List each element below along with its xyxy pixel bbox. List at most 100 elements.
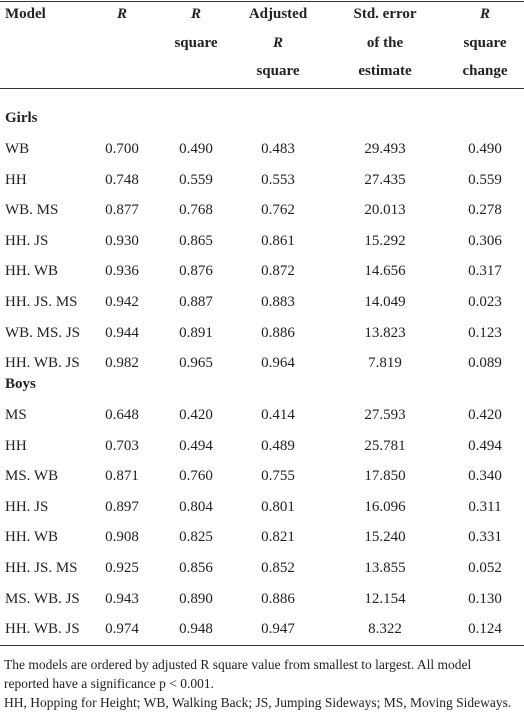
cell: 0.052	[468, 560, 502, 576]
cell: 0.483	[261, 141, 295, 157]
header: R	[479, 6, 491, 22]
cell: 0.311	[468, 498, 502, 515]
cell: 0.852	[261, 560, 295, 576]
cell: 0.123	[468, 324, 502, 341]
cell: 7.819	[368, 355, 402, 372]
cell: 0.947	[261, 621, 295, 638]
row-label: HH	[5, 171, 27, 188]
cell: 29.493	[364, 141, 406, 157]
group-label: Boys	[5, 376, 36, 392]
cell: 0.420	[468, 407, 502, 423]
cell: 14.656	[364, 263, 406, 280]
cell: 0.703	[105, 437, 139, 454]
cell: 0.762	[261, 202, 295, 219]
header: Model	[5, 6, 46, 22]
cell: 0.340	[468, 468, 502, 485]
header: Adjusted	[248, 6, 308, 22]
cell: 0.089	[468, 355, 502, 372]
cell: 0.974	[105, 621, 139, 638]
row-label: HH. WB	[5, 529, 59, 546]
cell: 0.871	[105, 468, 139, 485]
top-rule	[0, 1, 524, 2]
header: estimate	[358, 63, 412, 79]
cell: 0.420	[179, 407, 213, 423]
cell: 0.559	[468, 171, 502, 188]
row-label: MS	[5, 407, 27, 423]
row-label: HH. WB. JS	[5, 621, 80, 638]
cell: 0.825	[179, 529, 213, 546]
header: square	[174, 35, 218, 51]
cell: 0.925	[105, 560, 139, 576]
cell: 0.494	[179, 437, 213, 454]
cell: 0.930	[105, 232, 139, 249]
row-label: WB	[5, 141, 30, 157]
cell: 0.886	[261, 590, 295, 607]
cell: 0.943	[105, 590, 139, 607]
cell: 0.982	[105, 355, 139, 372]
cell: 0.942	[105, 294, 139, 310]
cell: 0.414	[261, 407, 295, 423]
bottom-rule	[0, 645, 524, 646]
cell: 0.489	[261, 437, 295, 454]
cell: 0.876	[179, 263, 213, 280]
cell: 0.944	[105, 324, 139, 341]
cell: 16.096	[364, 498, 406, 515]
row-label: HH. JS	[5, 498, 49, 515]
cell: 27.435	[364, 171, 406, 188]
cell: 0.553	[261, 171, 295, 188]
row-label: HH. WB	[5, 263, 59, 280]
cell: 0.804	[179, 498, 213, 515]
cell: 0.964	[261, 355, 295, 372]
cell: 13.855	[364, 560, 406, 576]
cell: 15.292	[364, 232, 406, 249]
cell: 0.700	[105, 141, 139, 157]
cell: 0.559	[179, 171, 213, 188]
cell: 0.306	[468, 232, 502, 249]
header: square	[256, 63, 300, 79]
cell: 0.760	[179, 468, 213, 485]
cell: 13.823	[364, 324, 406, 341]
cell: 0.872	[261, 263, 295, 280]
row-label: HH. JS. MS	[5, 560, 78, 576]
cell: 0.897	[105, 498, 139, 515]
header: R	[190, 6, 202, 22]
cell: 0.124	[468, 621, 502, 638]
footnote: The models are ordered by adjusted R squ…	[4, 657, 472, 691]
cell: 0.494	[468, 437, 502, 454]
row-label: HH. JS. MS	[5, 294, 78, 310]
header: of the	[366, 35, 404, 51]
cell: 0.908	[105, 529, 139, 546]
header: R	[116, 6, 128, 22]
cell: 25.781	[364, 437, 406, 454]
header: square	[463, 35, 507, 51]
cell: 0.490	[468, 141, 502, 157]
cell: 0.886	[261, 324, 295, 341]
cell: 0.877	[105, 202, 139, 219]
cell: 12.154	[364, 590, 406, 607]
row-label: HH	[5, 437, 27, 454]
cell: 0.755	[261, 468, 295, 485]
header: Std. error	[353, 6, 417, 22]
row-label: MS. WB	[5, 468, 59, 485]
cell: 0.856	[179, 560, 213, 576]
row-label: HH. JS	[5, 232, 49, 249]
cell: 0.023	[468, 294, 502, 310]
cell: 0.883	[261, 294, 295, 310]
cell: 0.865	[179, 232, 213, 249]
cell: 0.861	[261, 232, 295, 249]
cell: 0.130	[468, 590, 502, 607]
cell: 0.936	[105, 263, 139, 280]
footnote: HH, Hopping for Height; WB, Walking Back…	[4, 695, 512, 710]
cell: 0.331	[468, 529, 502, 546]
cell: 15.240	[364, 529, 406, 546]
cell: 0.948	[179, 621, 213, 638]
cell: 0.748	[105, 171, 139, 188]
row-label: HH. WB. JS	[5, 355, 80, 372]
cell: 17.850	[364, 468, 406, 485]
cell: 0.278	[468, 202, 502, 219]
cell: 0.891	[179, 324, 213, 341]
cell: 0.648	[105, 407, 139, 423]
cell: 14.049	[364, 294, 406, 310]
cell: 0.965	[179, 355, 213, 372]
